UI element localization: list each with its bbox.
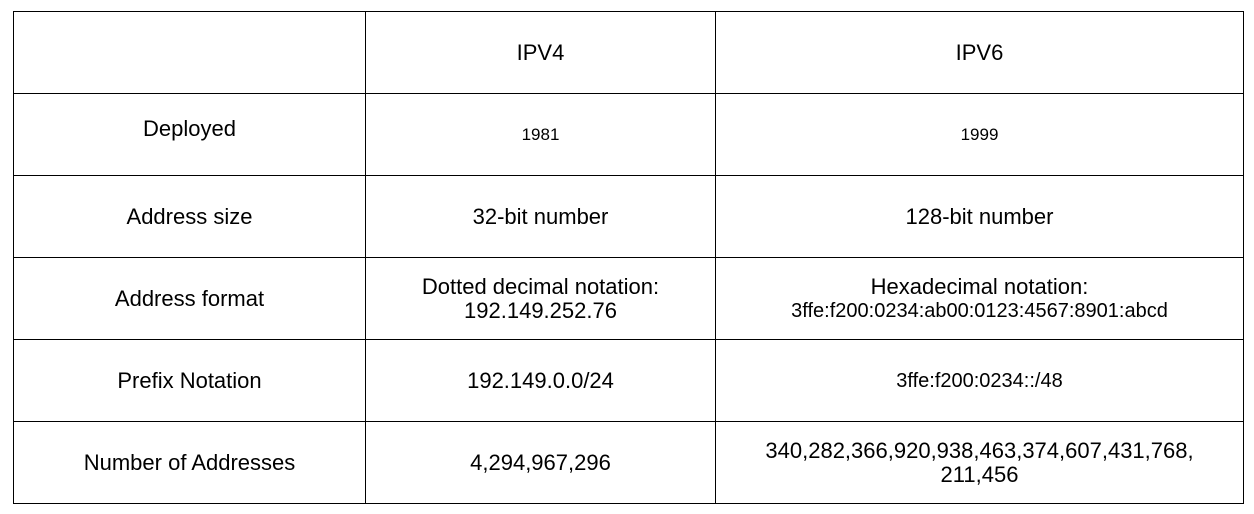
cell-line: Hexadecimal notation: — [870, 273, 1089, 299]
row-label-address-size: Address size — [13, 175, 366, 258]
table-row: Address format Dotted decimal notation: … — [13, 257, 1244, 340]
column-header-ipv6: IPV6 — [715, 11, 1244, 94]
table-row: Deployed 1981 1999 — [13, 93, 1244, 176]
cell-line: 340,282,366,920,938,463,374,607,431,768, — [765, 437, 1194, 463]
header-row: IPV4 IPV6 — [13, 11, 1244, 94]
table-row: Number of Addresses 4,294,967,296 340,28… — [13, 421, 1244, 504]
cell-ipv4-address-format: Dotted decimal notation: 192.149.252.76 — [365, 257, 716, 340]
corner-cell — [13, 11, 366, 94]
row-label-text: Deployed — [143, 115, 236, 141]
table-row: Prefix Notation 192.149.0.0/24 3ffe:f200… — [13, 339, 1244, 422]
cell-line: 3ffe:f200:0234:ab00:0123:4567:8901:abcd — [791, 299, 1168, 322]
row-label-address-format: Address format — [13, 257, 366, 340]
cell-ipv6-deployed: 1999 — [715, 93, 1244, 176]
cell-ipv6-address-format: Hexadecimal notation: 3ffe:f200:0234:ab0… — [715, 257, 1244, 340]
cell-ipv4-deployed: 1981 — [365, 93, 716, 176]
cell-line: 211,456 — [940, 461, 1019, 487]
row-label-deployed: Deployed — [13, 93, 366, 176]
cell-ipv4-address-size: 32-bit number — [365, 175, 716, 258]
table-row: Address size 32-bit number 128-bit numbe… — [13, 175, 1244, 258]
row-label-number-of-addresses: Number of Addresses — [13, 421, 366, 504]
cell-line: Dotted decimal notation: — [421, 273, 660, 299]
cell-ipv4-number-of-addresses: 4,294,967,296 — [365, 421, 716, 504]
ipv4-ipv6-comparison-table: IPV4 IPV6 Deployed 1981 1999 Address siz… — [13, 11, 1244, 504]
cell-ipv4-prefix-notation: 192.149.0.0/24 — [365, 339, 716, 422]
row-label-prefix-notation: Prefix Notation — [13, 339, 366, 422]
cell-ipv6-number-of-addresses: 340,282,366,920,938,463,374,607,431,768,… — [715, 421, 1244, 504]
cell-line: 192.149.252.76 — [464, 297, 617, 323]
column-header-ipv4: IPV4 — [365, 11, 716, 94]
cell-ipv6-address-size: 128-bit number — [715, 175, 1244, 258]
cell-ipv6-prefix-notation: 3ffe:f200:0234::/48 — [715, 339, 1244, 422]
